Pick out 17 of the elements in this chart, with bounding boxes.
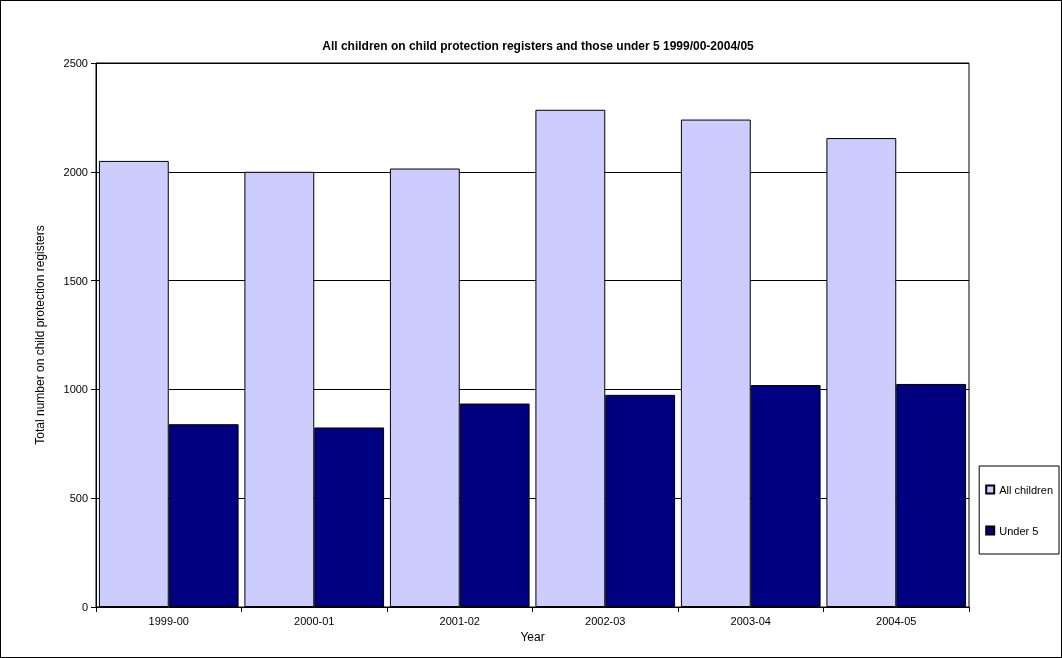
x-tick-label: 2004-05 bbox=[876, 614, 917, 627]
y-axis-title: Total number on child protection registers bbox=[33, 225, 47, 445]
y-tick-label: 2000 bbox=[63, 165, 88, 178]
legend-label: Under 5 bbox=[999, 524, 1039, 537]
y-tick-label: 0 bbox=[81, 601, 88, 613]
y-tick-label: 500 bbox=[69, 492, 88, 505]
legend-label: All children bbox=[999, 483, 1054, 496]
x-tick-label: 2003-04 bbox=[730, 614, 771, 627]
y-tick-label: 1000 bbox=[63, 383, 88, 396]
x-tick-label: 2000-01 bbox=[294, 614, 335, 627]
y-tick-label: 2500 bbox=[63, 57, 88, 69]
x-tick-label: 2001-02 bbox=[439, 614, 480, 627]
x-axis-title: Year bbox=[520, 629, 545, 644]
x-tick-label: 2002-03 bbox=[585, 614, 626, 627]
y-tick-label: 1500 bbox=[63, 274, 88, 287]
x-tick-label: 1999-00 bbox=[148, 614, 189, 627]
chart-title: All children on child protection registers and those under 5 1999/00-2004/05 bbox=[322, 39, 755, 53]
